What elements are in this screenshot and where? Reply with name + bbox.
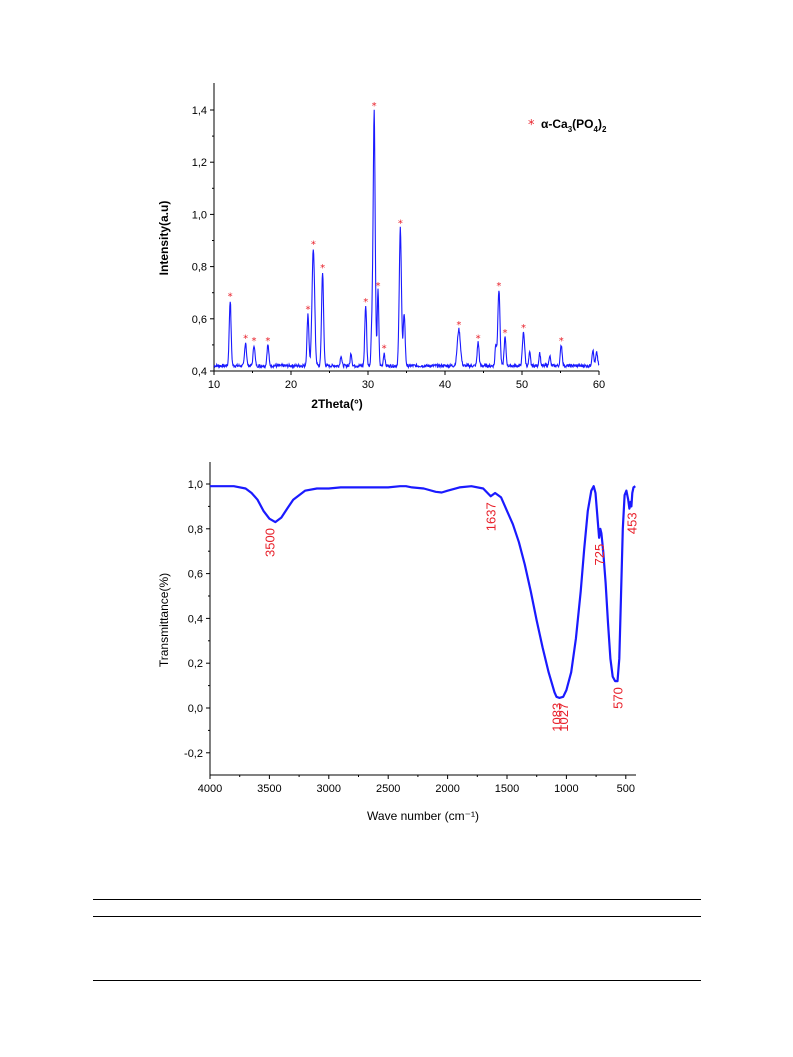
legend-marker: * [528, 118, 535, 133]
ftir-spectrum-line [210, 485, 636, 700]
x-tick-label: 30 [362, 379, 374, 391]
x-tick-label: 20 [285, 379, 297, 391]
peak-star-marker: * [228, 292, 233, 303]
x-tick-label: 1000 [554, 783, 578, 795]
x-tick-label: 500 [617, 783, 635, 795]
peak-star-marker: * [305, 305, 310, 316]
legend-po: (PO [572, 117, 593, 131]
peak-label: 570 [610, 687, 625, 709]
y-tick-label: 0,4 [188, 613, 203, 625]
y-tick-label: 1,4 [192, 105, 207, 117]
x-tick-label: 50 [516, 379, 528, 391]
y-tick-label: 1,2 [192, 157, 207, 169]
peak-star-marker: * [311, 239, 316, 250]
peak-star-marker: * [496, 281, 501, 292]
xrd-pattern-line [213, 109, 600, 370]
y-tick-label: 0,6 [192, 314, 207, 326]
peak-label: 1637 [484, 502, 499, 531]
peak-label: 725 [592, 544, 607, 566]
xrd-chart: * α-Ca3(PO4)2 0,4 0,6 0,8 1,0 1,2 1,4 10 20 30 40… [157, 83, 607, 411]
y-tick-label: 1,0 [192, 209, 207, 221]
legend-close: ) [598, 117, 602, 131]
table-header-rule [93, 916, 701, 917]
x-tick-label: 60 [593, 379, 605, 391]
table-top-rule [93, 899, 701, 900]
peak-star-marker: * [559, 336, 564, 347]
peak-star-marker: * [456, 320, 461, 331]
peak-star-marker: * [382, 344, 387, 355]
legend-sub-3: 3 [568, 125, 573, 134]
table-bottom-rule [93, 980, 701, 981]
peak-star-marker: * [376, 281, 381, 292]
x-axis-title: 2Theta(°) [311, 397, 362, 411]
peak-label: 1027 [556, 703, 571, 732]
x-tick-label: 10 [208, 379, 220, 391]
y-tick-label: 0,8 [188, 524, 203, 536]
x-tick-label: 40 [439, 379, 451, 391]
peak-star-marker: * [398, 218, 403, 229]
x-tick-label: 2000 [435, 783, 459, 795]
y-tick-label: 0,6 [188, 569, 203, 581]
peak-star-marker: * [503, 328, 508, 339]
peak-star-marker: * [252, 336, 257, 347]
ftir-chart: -0,2 0,0 0,2 0,4 0,6 0,8 1,0 4000 3500 3000 2500 20… [157, 462, 639, 823]
y-axis-title: Intensity(a.u) [157, 201, 171, 276]
x-tick-label: 3000 [317, 783, 341, 795]
legend-alpha: α-Ca [541, 117, 568, 131]
peak-star-marker: * [320, 263, 325, 274]
legend-label: α-Ca3(PO4)2 [541, 117, 607, 134]
y-tick-label: 0,2 [188, 658, 203, 670]
y-axis-title: Transmittance(%) [157, 573, 171, 667]
y-tick-label: 0,8 [192, 262, 207, 274]
peak-label: 3500 [262, 528, 277, 557]
peak-star-marker: * [372, 101, 377, 112]
peak-star-marker: * [521, 323, 526, 334]
y-tick-label: 0,0 [188, 703, 203, 715]
legend-sub-4: 4 [594, 125, 599, 134]
peak-label: 453 [624, 512, 639, 534]
peak-star-marker: * [243, 333, 248, 344]
x-axis-title: Wave number (cm⁻¹) [367, 809, 479, 823]
x-tick-label: 2500 [376, 783, 400, 795]
x-tick-label: 3500 [257, 783, 281, 795]
y-tick-label: 0,4 [192, 366, 207, 378]
x-tick-label: 1500 [495, 783, 519, 795]
legend-sub-2: 2 [602, 125, 607, 134]
y-tick-label: -0,2 [184, 748, 203, 760]
peak-star-marker: * [476, 333, 481, 344]
y-tick-label: 1,0 [188, 479, 203, 491]
peak-star-marker: * [363, 297, 368, 308]
peak-star-marker: * [265, 336, 270, 347]
x-tick-label: 4000 [198, 783, 222, 795]
peak-label: 1083 [550, 703, 565, 732]
